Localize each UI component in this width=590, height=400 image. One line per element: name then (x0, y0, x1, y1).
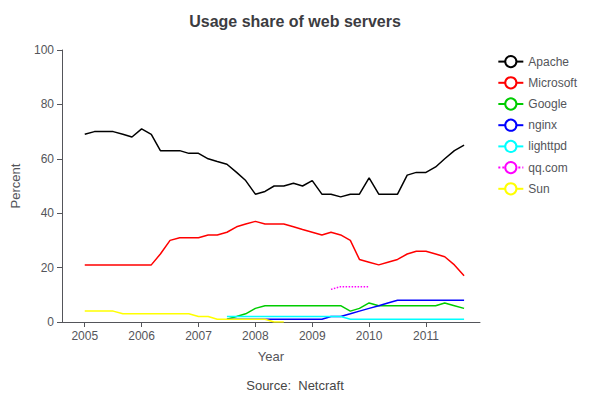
svg-text:2007: 2007 (185, 329, 212, 343)
svg-text:Microsoft: Microsoft (528, 76, 577, 90)
svg-text:Percent: Percent (8, 163, 23, 208)
svg-text:100: 100 (34, 43, 54, 57)
svg-text:nginx: nginx (528, 118, 557, 132)
svg-text:Year: Year (258, 349, 285, 364)
svg-text:2006: 2006 (128, 329, 155, 343)
svg-text:lighttpd: lighttpd (528, 139, 567, 153)
svg-text:2009: 2009 (299, 329, 326, 343)
svg-text:40: 40 (41, 206, 55, 220)
svg-text:2011: 2011 (413, 329, 439, 343)
svg-text:20: 20 (41, 261, 55, 275)
svg-text:2008: 2008 (242, 329, 269, 343)
svg-text:Sun: Sun (528, 182, 549, 196)
svg-text:2010: 2010 (356, 329, 383, 343)
svg-text:Google: Google (528, 97, 567, 111)
svg-text:Usage share of web servers: Usage share of web servers (189, 13, 401, 30)
svg-text:Source: Netcraft: Source: Netcraft (246, 378, 344, 393)
svg-text:60: 60 (41, 152, 55, 166)
svg-text:2005: 2005 (71, 329, 98, 343)
svg-text:qq.com: qq.com (528, 161, 567, 175)
svg-text:0: 0 (47, 315, 54, 329)
svg-text:80: 80 (41, 97, 55, 111)
svg-text:Apache: Apache (528, 55, 569, 69)
